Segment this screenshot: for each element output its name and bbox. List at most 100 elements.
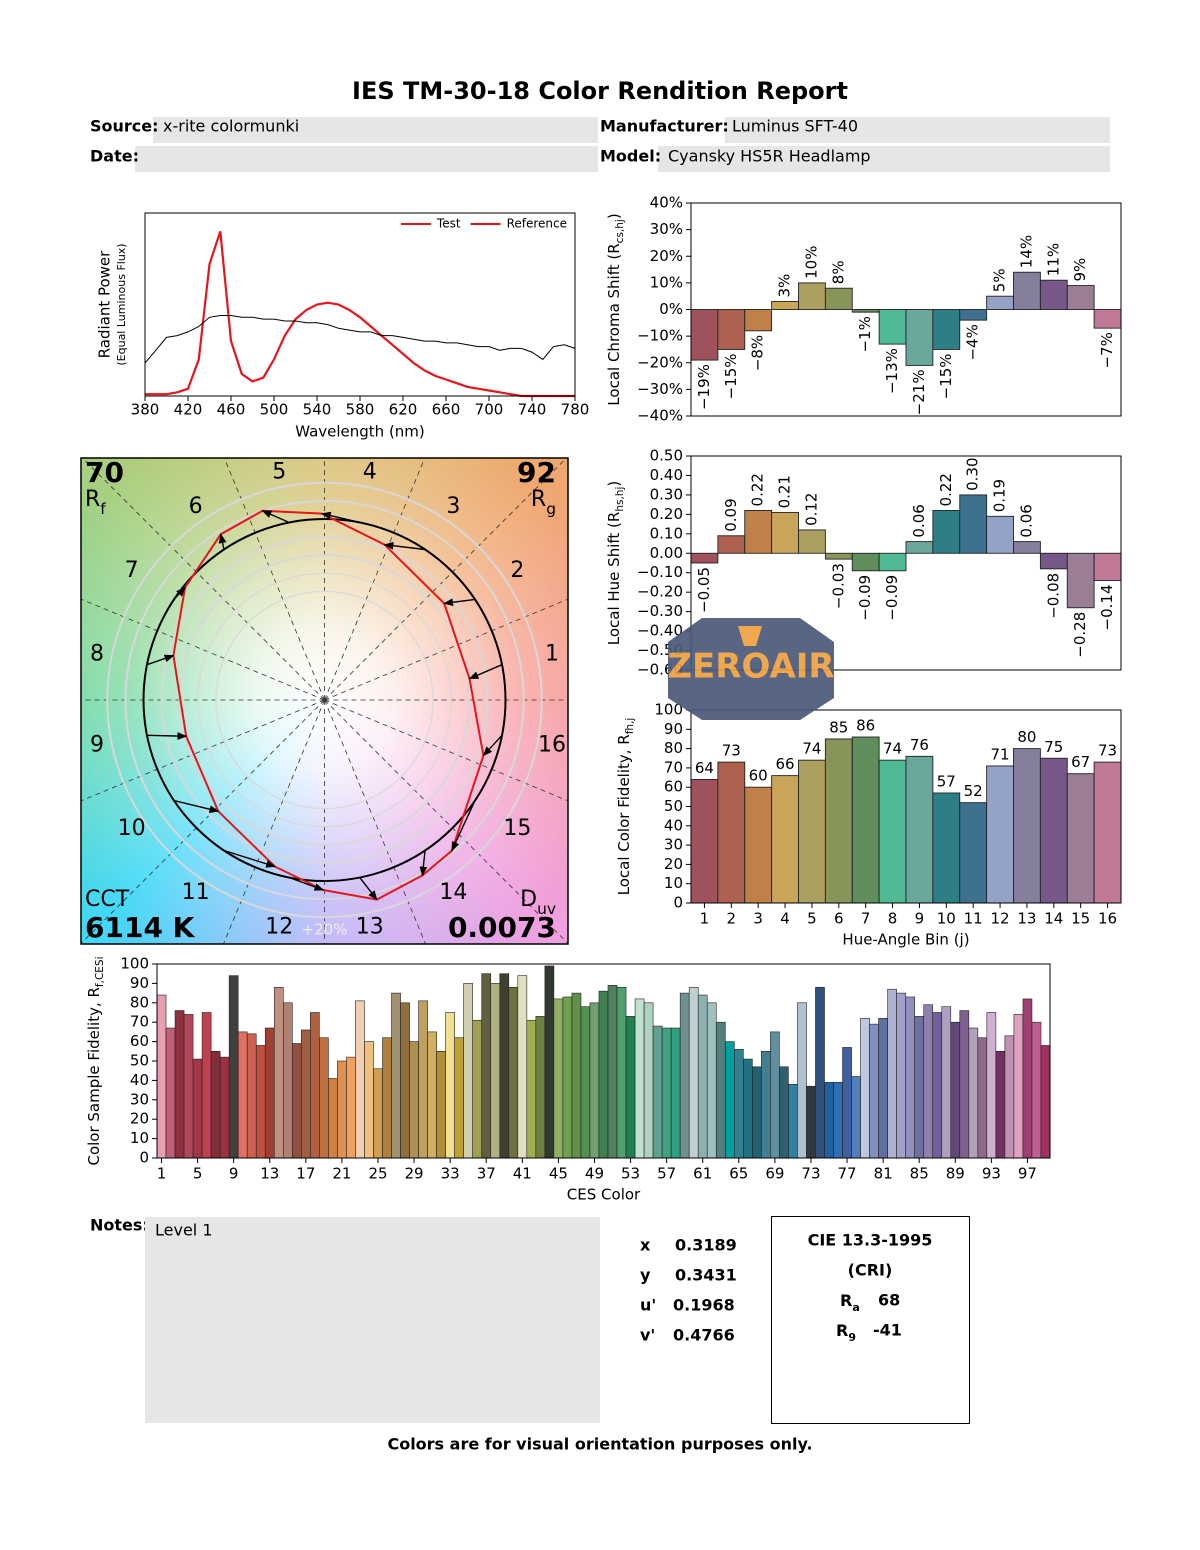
bar	[454, 1037, 464, 1159]
y-tick-label: 20%	[650, 247, 683, 265]
x-tick-label: 57	[657, 1165, 676, 1183]
charts: 380 420 460 500 540 580 620 660 700 740 780Wavelen…	[80, 194, 1122, 1204]
bar	[771, 511, 799, 554]
x-tick-label: 41	[513, 1165, 532, 1183]
x-tick-label: 49	[585, 1165, 604, 1183]
x-tick-label: 85	[910, 1165, 929, 1183]
bar	[607, 985, 618, 1159]
bar	[905, 996, 915, 1159]
bar	[544, 965, 555, 1159]
bar	[427, 1031, 437, 1159]
bar	[986, 765, 1014, 904]
y-tick-label: 80	[664, 739, 683, 757]
bar	[445, 1012, 455, 1159]
x-tick-label: 9	[915, 910, 925, 928]
field-box	[135, 146, 598, 172]
y-tick-label: 0.00	[650, 544, 683, 562]
x-tick-label: 580	[346, 401, 375, 419]
x-tick-label: 540	[303, 401, 332, 419]
x-tick-label: 29	[405, 1165, 424, 1183]
bar	[535, 1016, 546, 1159]
value-label: −0.09	[883, 575, 901, 621]
y-tick-label: 0.20	[650, 505, 683, 523]
field-box	[153, 117, 598, 143]
bar	[228, 975, 239, 1159]
x-tick-label: 4	[780, 910, 790, 928]
ring	[106, 481, 543, 919]
bar	[553, 998, 564, 1159]
value-label: 67	[1071, 753, 1090, 771]
x-tick-label: 9	[229, 1165, 239, 1183]
value-label: 0.21	[776, 475, 794, 508]
symbol-part: R	[840, 1291, 852, 1310]
bar	[986, 515, 1014, 554]
value-label: −0.09	[856, 575, 874, 621]
bar	[192, 1058, 203, 1159]
y-tick-label: 30%	[650, 220, 683, 238]
bin-label: 6	[189, 494, 203, 519]
y-tick-label: 40	[130, 1071, 149, 1089]
report-title: IES TM-30-18 Color Rendition Report	[352, 77, 848, 105]
value-label: 0.22	[749, 473, 767, 506]
bar	[409, 1041, 419, 1159]
y-axis-label: Local Color Fidelity, Rfh,j	[615, 718, 637, 896]
bar	[717, 309, 746, 350]
y-tick-label: 0.40	[650, 466, 683, 484]
symbol-subscript: a	[852, 1301, 859, 1314]
x-tick-label: 1	[157, 1165, 167, 1183]
bar	[571, 992, 582, 1159]
bar	[788, 1083, 798, 1159]
bar	[986, 1012, 997, 1159]
bar	[364, 1041, 374, 1159]
field-label: Model:	[600, 147, 661, 166]
bar	[851, 736, 880, 904]
bar	[580, 1006, 591, 1159]
y-tick-label: 100	[654, 701, 683, 719]
bar	[391, 992, 401, 1159]
bin-label: 7	[125, 558, 139, 583]
value-label: 71	[991, 745, 1010, 763]
shift-arrow	[419, 850, 428, 877]
rf-symbol: Rf	[85, 487, 106, 518]
x-tick-label: 3	[753, 910, 763, 928]
watermark-icon	[738, 626, 762, 646]
bar	[264, 1027, 275, 1159]
bar	[905, 755, 934, 904]
shift-arrow	[451, 800, 476, 852]
bar	[1039, 279, 1068, 310]
bar	[237, 1031, 248, 1159]
field-label: Source:	[90, 117, 159, 136]
ring	[124, 499, 525, 901]
y-tick-label: −40%	[637, 407, 683, 425]
y-tick-label: −20%	[637, 353, 683, 371]
x-tick-label: 1	[700, 910, 710, 928]
label-part: R	[85, 487, 100, 512]
shift-arrow	[261, 510, 290, 524]
x-tick-label: 73	[801, 1165, 820, 1183]
value-label: 66	[776, 755, 795, 773]
bar	[798, 282, 826, 310]
value-label: 5%	[991, 268, 1009, 292]
bar	[1013, 271, 1041, 310]
bar	[1013, 541, 1041, 554]
value-label: −0.08	[1044, 573, 1062, 619]
x-tick-label: 14	[1044, 910, 1063, 928]
bar	[490, 983, 501, 1159]
bar	[715, 1021, 726, 1159]
chromaticity-label: u'	[640, 1296, 656, 1315]
label-part: Local Color Fidelity, R	[615, 734, 633, 895]
bar	[292, 1043, 302, 1159]
y-tick-label: 90	[664, 720, 683, 738]
label-part: D	[520, 887, 537, 912]
bar	[941, 1006, 952, 1159]
label-subscript: g	[546, 500, 556, 518]
x-tick-label: 93	[982, 1165, 1001, 1183]
bar	[156, 994, 167, 1159]
bar	[165, 1027, 176, 1159]
value-label: 64	[695, 759, 714, 777]
x-tick-label: 13	[260, 1165, 279, 1183]
bar	[436, 1051, 446, 1159]
bar	[968, 1027, 979, 1159]
x-tick-label: 380	[131, 401, 160, 419]
